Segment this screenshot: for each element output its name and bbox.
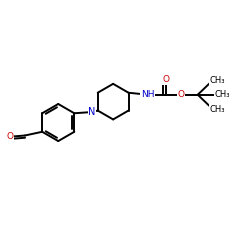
Text: NH: NH	[141, 90, 154, 99]
Text: O: O	[178, 90, 184, 99]
Text: O: O	[6, 132, 13, 141]
Text: CH₃: CH₃	[210, 104, 225, 114]
Text: CH₃: CH₃	[214, 90, 230, 99]
Text: N: N	[88, 107, 96, 117]
Text: CH₃: CH₃	[210, 76, 225, 85]
Text: O: O	[162, 75, 169, 84]
